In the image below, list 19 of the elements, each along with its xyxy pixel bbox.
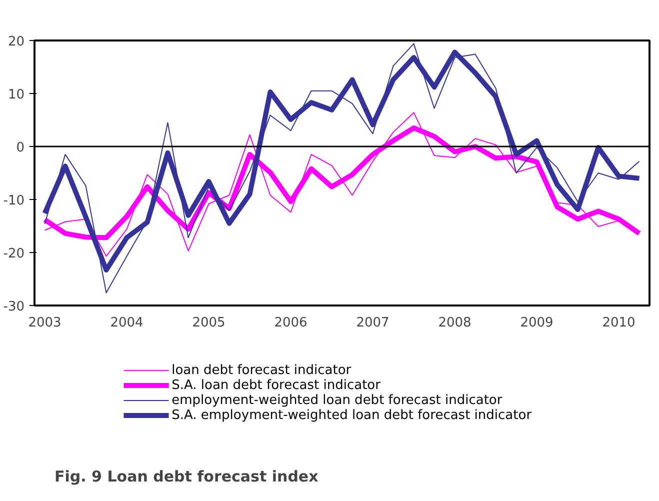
y-tick-label: 20 [8,34,25,50]
x-tick-label: 2005 [192,316,226,330]
legend-label: S.A. loan debt forecast indicator [172,378,382,393]
x-tick-label: 2003 [28,316,62,330]
x-tick-label: 2010 [602,316,636,330]
x-tick-label: 2004 [110,316,144,330]
text: Fig. 9 Loan debt forecast index [54,468,319,486]
x-tick-label: 2006 [274,316,308,330]
legend-label: loan debt forecast indicator [172,363,352,378]
legend-label: employment-weighted loan debt forecast indicator [172,393,503,408]
x-tick-label: 2008 [438,316,472,330]
legend-label: S.A. employment-weighted loan debt forecast indicator [172,408,532,423]
y-tick-label: -20 [3,246,24,262]
x-tick-label: 2007 [356,316,390,330]
y-tick-label: 0 [16,140,25,156]
y-tick-label: 10 [8,88,25,102]
y-tick-label: -30 [3,300,24,314]
y-tick-label: -10 [3,194,24,208]
x-tick-label: 2009 [520,316,554,330]
